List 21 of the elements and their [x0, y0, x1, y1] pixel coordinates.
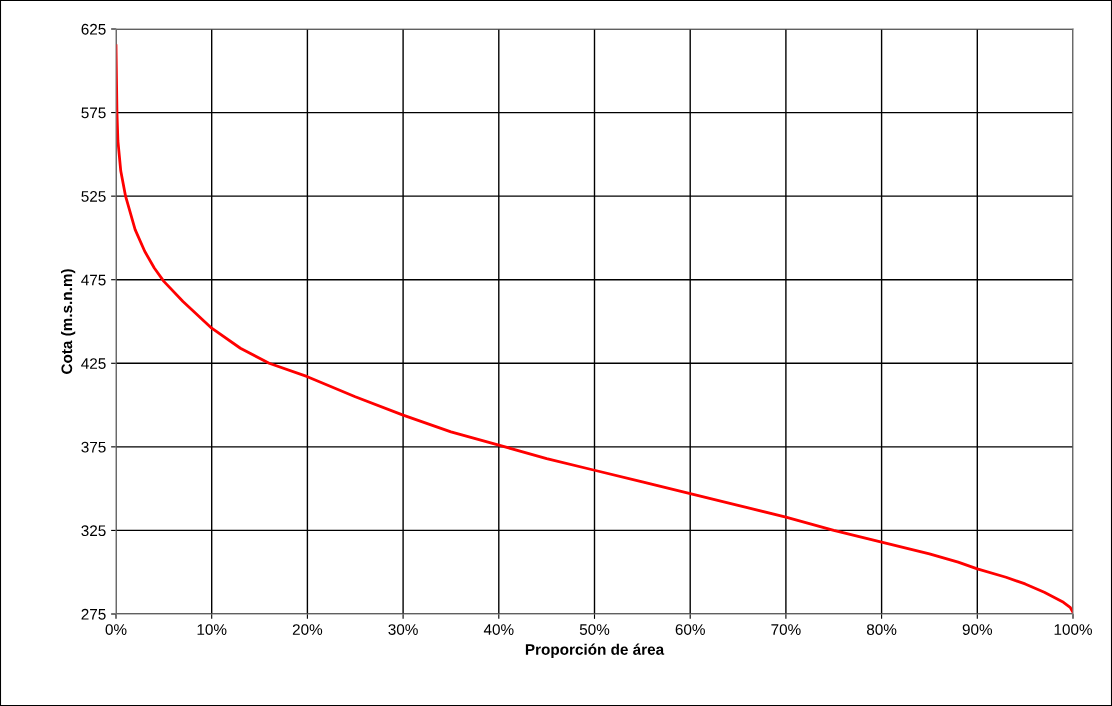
x-tick-label: 100% [1054, 624, 1092, 635]
x-tick-label: 80% [866, 624, 897, 635]
y-tick-label: 525 [81, 191, 106, 202]
x-tick-label: 0% [105, 624, 127, 635]
y-tick-label: 575 [81, 107, 106, 119]
y-tick-label: 375 [81, 441, 106, 453]
x-axis-title: Proporción de área [525, 643, 665, 658]
x-tick-label: 60% [675, 624, 705, 635]
y-tick-label: 275 [81, 608, 106, 620]
x-tick-label: 40% [483, 624, 514, 635]
y-tick-label: 625 [81, 23, 106, 35]
y-tick-label: 325 [81, 525, 106, 537]
x-tick-label: 70% [771, 624, 801, 635]
y-axis-title: Cota (m.s.n.m) [60, 269, 76, 374]
x-tick-label: 10% [197, 624, 227, 635]
y-tick-label: 425 [81, 358, 106, 369]
x-tick-label: 90% [962, 624, 993, 635]
x-tick-label: 30% [388, 624, 418, 635]
y-tick-label: 475 [81, 274, 106, 286]
x-tick-label: 20% [292, 624, 323, 635]
x-tick-label: 50% [579, 624, 610, 635]
